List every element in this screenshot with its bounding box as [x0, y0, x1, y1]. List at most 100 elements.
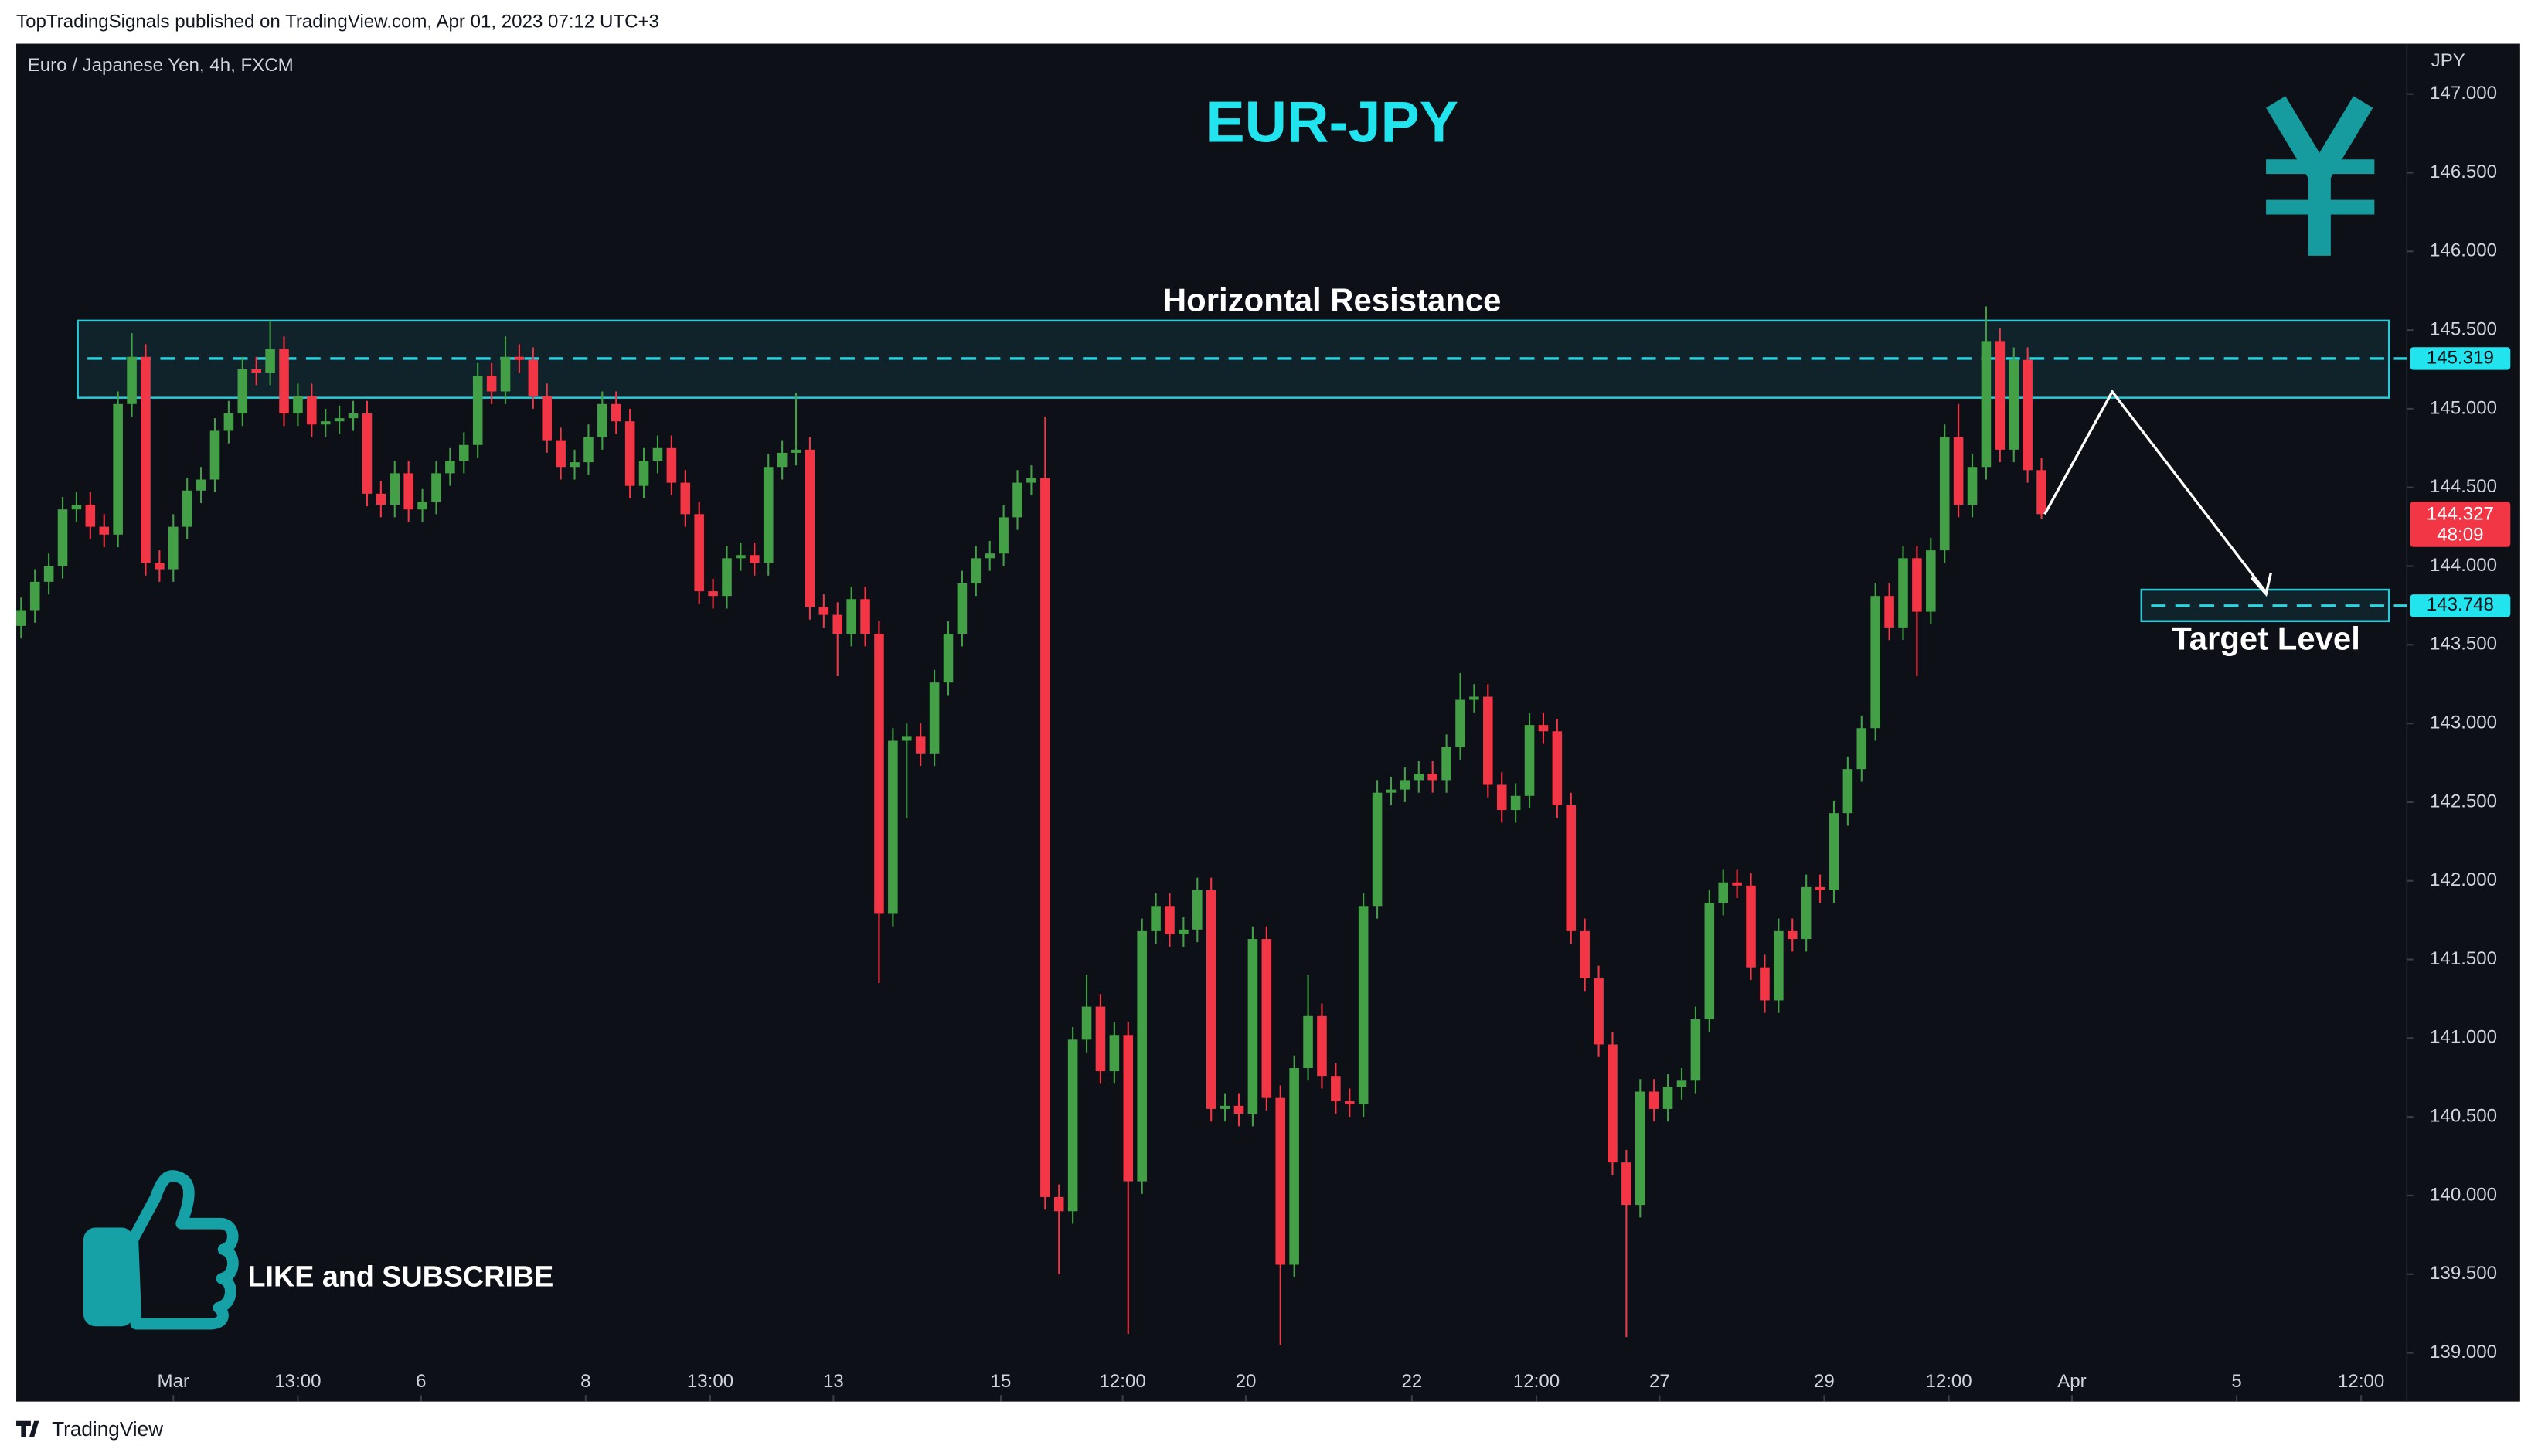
y-tick-label: 140.000	[2430, 1184, 2497, 1205]
resistance-price-label: 145.319	[2427, 347, 2494, 368]
projection-arrow	[2043, 389, 2268, 594]
candle-body	[1774, 930, 1784, 1001]
candle-body	[556, 440, 566, 468]
symbol-label: Euro / Japanese Yen, 4h, FXCM	[28, 55, 294, 76]
candle-body	[1524, 725, 1535, 796]
candle-body	[1151, 906, 1161, 931]
candle-body	[736, 555, 746, 559]
y-tick-label: 139.000	[2430, 1342, 2497, 1362]
candle-body	[1662, 1087, 1673, 1109]
candle-body	[583, 437, 594, 463]
candle-body	[445, 461, 455, 474]
candle-body	[1732, 882, 1742, 886]
candle-body	[29, 581, 40, 611]
candle-body	[279, 349, 289, 414]
x-tick-label: 12:00	[2338, 1371, 2384, 1392]
x-tick-label: 12:00	[1925, 1371, 1972, 1392]
target-price-label: 143.748	[2427, 594, 2494, 615]
candle-body	[155, 563, 165, 570]
candle-body	[597, 403, 607, 437]
candle-body	[431, 473, 441, 502]
candle-body	[1552, 731, 1563, 805]
candle-body	[1760, 967, 1770, 1001]
candle-body	[1123, 1035, 1134, 1182]
candle-body	[1635, 1091, 1645, 1206]
candle-body	[57, 509, 68, 566]
candle-body	[694, 514, 704, 592]
chart-title: EUR-JPY	[1206, 89, 1458, 154]
candle-body	[1427, 774, 1437, 781]
candle-body	[43, 566, 54, 582]
axis-unit: JPY	[2431, 50, 2465, 71]
candle-body	[1580, 930, 1590, 978]
candle-body	[127, 356, 137, 404]
y-tick-label: 147.000	[2430, 83, 2497, 104]
x-tick-label: Apr	[2057, 1371, 2086, 1392]
candle-body	[1261, 939, 1272, 1098]
candle-body	[362, 413, 373, 494]
x-tick-label: 27	[1649, 1371, 1670, 1392]
candle-body	[1441, 747, 1451, 781]
candle-body	[1566, 805, 1577, 931]
y-tick-label: 146.000	[2430, 240, 2497, 261]
candle-body	[2036, 470, 2046, 515]
candle-body	[16, 610, 26, 626]
candle-body	[1621, 1162, 1631, 1206]
candle-body	[777, 452, 788, 468]
chart-background	[16, 43, 2520, 1402]
candle-body	[1317, 1015, 1327, 1077]
candle-body	[943, 634, 954, 683]
candle-body	[1842, 769, 1853, 814]
candle-body	[1538, 725, 1549, 732]
y-tick-label: 143.500	[2430, 634, 2497, 655]
candle-body	[1926, 550, 1936, 612]
x-tick-label: Mar	[158, 1371, 189, 1392]
candle-body	[832, 614, 843, 634]
candle-body	[168, 526, 179, 570]
candle-body	[1690, 1019, 1701, 1081]
candle-body	[818, 607, 829, 615]
candle-body	[1137, 930, 1147, 1182]
y-tick-label: 144.000	[2430, 555, 2497, 576]
candle-body	[99, 526, 110, 535]
candle-body	[2023, 359, 2033, 471]
candle-body	[223, 413, 234, 431]
candle-body	[1995, 341, 2006, 450]
x-tick-label: 13:00	[274, 1371, 321, 1392]
candle-body	[1358, 906, 1369, 1104]
candle-body	[293, 396, 303, 414]
candle-body	[1247, 939, 1258, 1114]
candle-body	[459, 444, 469, 461]
candle-body	[1884, 596, 1894, 628]
countdown-label: 48:09	[2437, 525, 2483, 546]
candle-body	[1040, 478, 1050, 1197]
candle-body	[1386, 789, 1397, 793]
candle-body	[708, 591, 718, 597]
candle-body	[1469, 696, 1479, 700]
candle-body	[1939, 437, 1950, 551]
candle-body	[265, 349, 275, 373]
x-tick-label: 20	[1236, 1371, 1257, 1392]
y-tick-label: 143.000	[2430, 712, 2497, 733]
candle-body	[1912, 558, 1922, 612]
x-tick-label: 12:00	[1099, 1371, 1145, 1392]
candle-body	[1704, 903, 1715, 1019]
tradingview-logo	[16, 1420, 39, 1437]
target-price-tag	[2410, 594, 2511, 617]
candle-body	[1981, 341, 1992, 468]
candle-body	[348, 413, 359, 419]
candle-body	[1648, 1091, 1659, 1109]
candle-body	[182, 490, 192, 527]
candle-body	[1829, 813, 1839, 890]
last-price-label: 144.327	[2427, 503, 2494, 524]
candle-body	[376, 493, 386, 505]
candle-body	[1787, 930, 1798, 940]
y-tick-label: 146.500	[2430, 162, 2497, 182]
candle-body	[1594, 978, 1604, 1045]
candle-body	[1095, 1006, 1106, 1072]
last-price-tag	[2410, 502, 2511, 547]
candle-body	[624, 421, 635, 486]
y-tick-label: 141.000	[2430, 1027, 2497, 1048]
candle-body	[528, 359, 539, 396]
candle-body	[390, 473, 400, 505]
